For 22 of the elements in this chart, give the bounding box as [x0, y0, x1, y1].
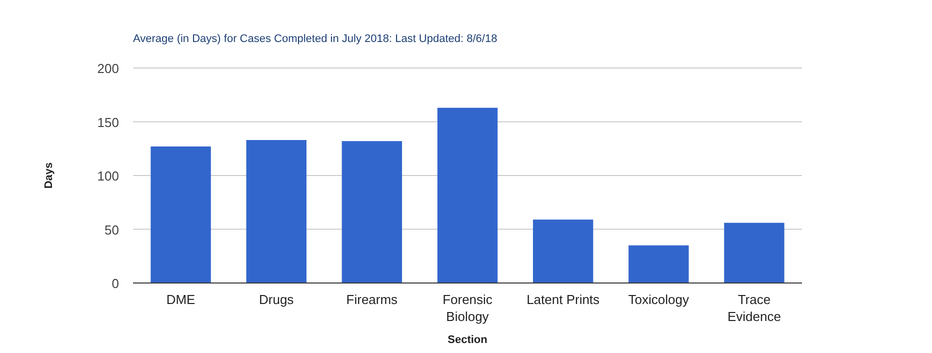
x-axis-title: Section [448, 334, 488, 346]
x-tick-label: Toxicology [628, 292, 690, 307]
x-tick-label: Latent Prints [526, 292, 600, 307]
bar [342, 141, 402, 283]
bar [437, 108, 498, 283]
x-tick-label: Forensic Biology [442, 292, 493, 324]
bar [628, 245, 689, 283]
bar [150, 146, 211, 283]
x-tick-label: DME [166, 292, 196, 307]
bar [724, 222, 784, 283]
y-tick-label: 50 [104, 222, 119, 238]
x-tick-label: Firearms [346, 292, 398, 307]
y-axis-title: Days [43, 162, 55, 189]
chart-title: Average (in Days) for Cases Completed in July 2018: Last Updated: 8/6/18 [133, 33, 498, 45]
y-tick-label: 0 [112, 276, 119, 291]
bar [532, 220, 594, 283]
y-tick-label: 200 [97, 61, 119, 76]
bar [246, 140, 306, 283]
x-tick-label: Trace Evidence [727, 292, 781, 324]
y-tick-label: 100 [97, 168, 119, 184]
x-tick-label: Drugs [259, 292, 294, 307]
y-tick-label: 150 [97, 114, 119, 130]
